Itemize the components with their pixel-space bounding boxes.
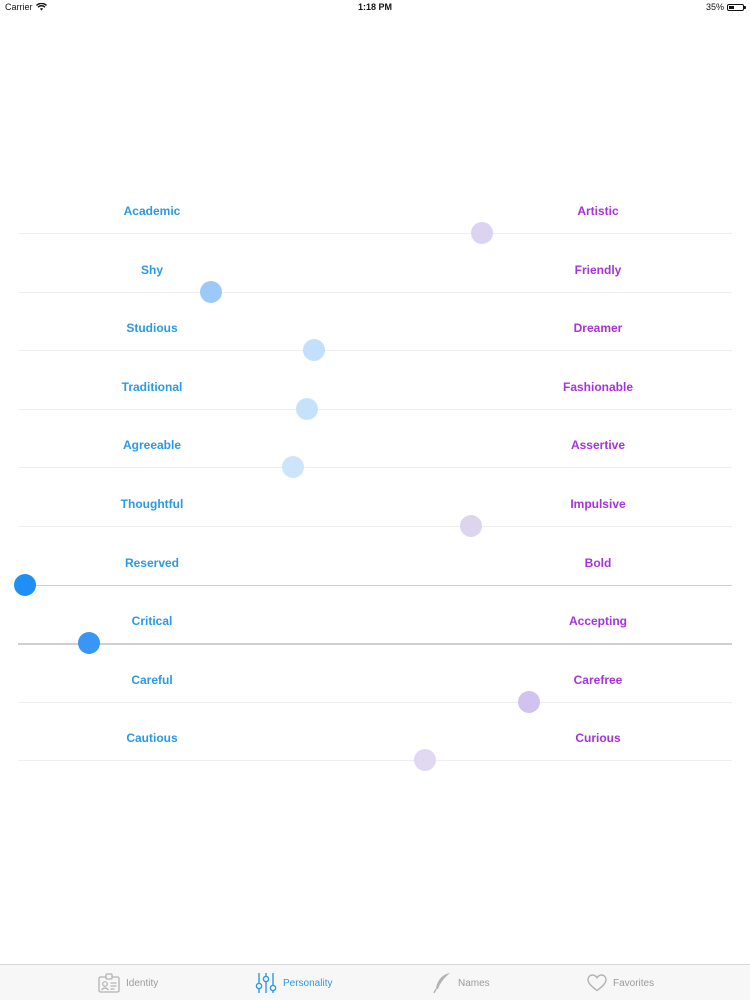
slider-right-label: Impulsive [570,497,626,511]
slider-right-label: Assertive [570,438,626,453]
slider-thumb[interactable] [303,339,326,362]
slider-thumb[interactable] [296,397,319,420]
slider-right-label: Fashionable [562,379,633,394]
slider-right-label: Friendly [574,262,622,277]
slider-track[interactable] [18,526,732,527]
slider-thumb[interactable] [14,573,37,596]
tab-personality-label: Personality [283,977,333,989]
carrier-label: Carrier [5,2,33,12]
slider-track[interactable] [18,350,732,352]
battery-icon [727,3,746,11]
tab-favorites-label: Favorites [613,977,655,989]
wifi-icon [35,3,47,11]
tab-favorites[interactable]: Favorites [587,972,654,994]
slider-left-label: Critical [131,614,173,629]
slider-right-label: Bold [584,555,612,570]
slider-left-label: Studious [126,321,178,336]
slider-row: Studious Dreamer [0,321,750,379]
slider-track[interactable] [18,701,732,703]
slider-left-label: Agreeable [122,438,182,453]
slider-track[interactable] [18,233,732,234]
slider-row: Shy Friendly [0,263,750,321]
slider-track[interactable] [18,408,732,410]
slider-right-label: Dreamer [573,321,623,336]
slider-thumb[interactable] [413,749,436,772]
tab-bar: Identity Personality Names Favorites [0,964,750,1000]
slider-left-label: Shy [140,262,163,277]
status-time: 1:18 PM [357,2,392,12]
tab-names[interactable]: Names [432,972,490,994]
slider-thumb[interactable] [460,515,483,537]
slider-row: Thoughtful Impulsive [0,497,750,555]
slider-row: Traditional Fashionable [0,380,750,438]
slider-thumb[interactable] [281,456,304,479]
slider-right-label: Carefree [573,672,623,687]
status-right: 35% [705,2,746,12]
sliders-icon [255,973,277,993]
slider-track[interactable] [18,584,732,587]
slider-left-label: Careful [131,672,173,687]
slider-thumb[interactable] [471,222,494,244]
slider-right-label: Accepting [568,614,627,629]
tab-identity-label: Identity [126,977,159,989]
slider-row: Agreeable Assertive [0,438,750,496]
id-card-icon [98,973,120,993]
heart-icon [587,974,607,992]
slider-row: Cautious Curious [0,731,750,789]
battery-percent: 35% [705,2,724,12]
slider-track[interactable] [18,467,732,469]
slider-thumb[interactable] [517,690,540,713]
tab-names-label: Names [458,977,490,989]
slider-track[interactable] [18,760,732,762]
slider-track[interactable] [18,643,732,645]
slider-thumb[interactable] [78,632,101,655]
slider-row: Academic Artistic [0,204,750,262]
slider-track[interactable] [18,291,732,293]
slider-row: Careful Carefree [0,673,750,731]
tab-personality[interactable]: Personality [255,972,332,994]
slider-left-label: Cautious [126,731,178,746]
slider-left-label: Traditional [121,379,183,394]
slider-left-label: Academic [123,204,181,218]
status-bar: Carrier 1:18 PM 35% [0,0,750,16]
quill-pen-icon [433,973,450,994]
slider-right-label: Curious [575,731,621,746]
slider-row: Reserved Bold [0,556,750,614]
status-left: Carrier [5,2,47,12]
slider-left-label: Thoughtful [120,497,184,511]
slider-thumb[interactable] [199,280,222,303]
slider-right-label: Artistic [577,204,619,218]
tab-identity[interactable]: Identity [98,972,158,994]
slider-left-label: Reserved [124,555,180,570]
slider-row: Critical Accepting [0,614,750,672]
battery-fill [729,5,734,9]
